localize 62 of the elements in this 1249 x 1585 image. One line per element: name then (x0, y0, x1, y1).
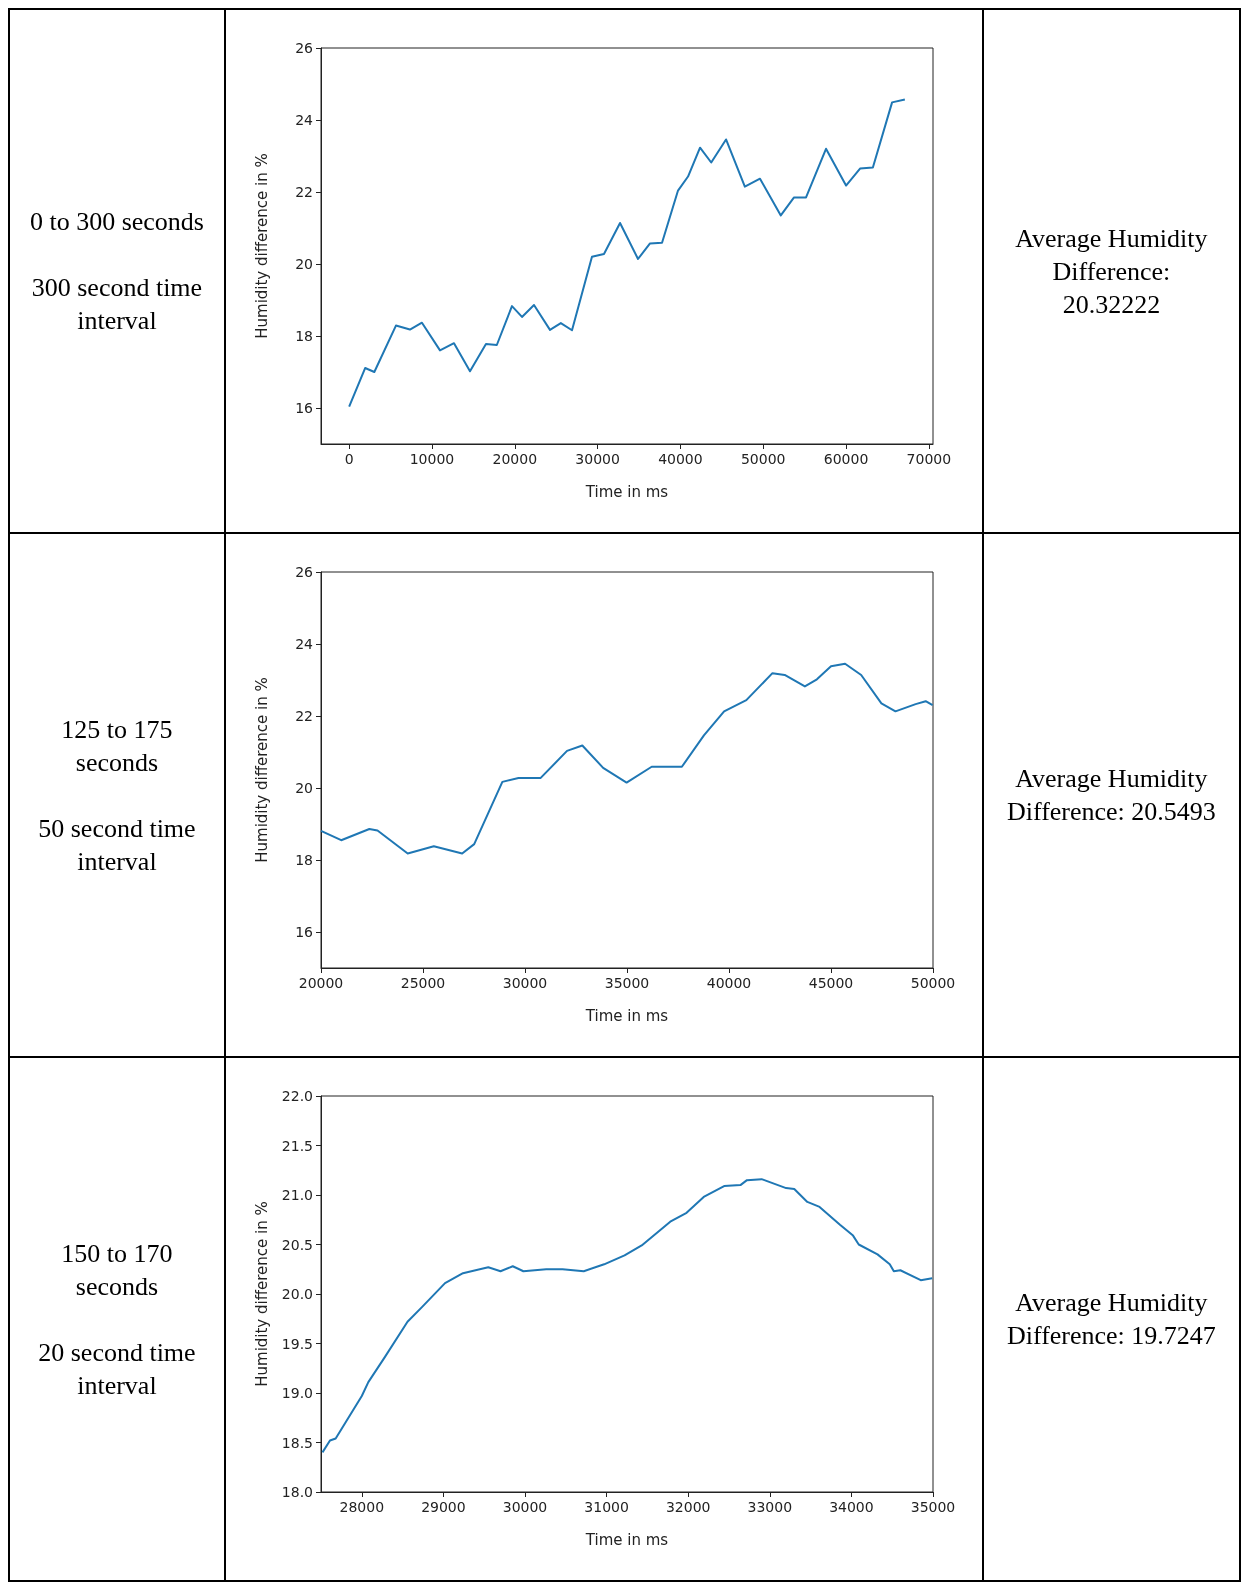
x-tick-label: 20000 (492, 451, 537, 467)
x-tick-label: 35000 (910, 1499, 956, 1515)
y-tick-label: 22 (295, 708, 313, 724)
y-axis-title: Humidity difference in % (252, 153, 271, 339)
x-tick-label: 33000 (747, 1499, 792, 1515)
x-tick-label: 25000 (400, 975, 446, 991)
y-tick-label: 19.0 (281, 1385, 313, 1401)
x-tick-label: 20000 (298, 975, 344, 991)
line-series (348, 98, 906, 408)
y-tick-label: 21.5 (281, 1137, 313, 1154)
y-tick-label: 26 (295, 564, 313, 580)
y-tick-label: 20 (295, 256, 313, 272)
x-tick-label: 0 (344, 451, 354, 467)
x-tick-label: 40000 (658, 451, 703, 467)
text: Average Humidity Difference: 20.5493 (1005, 763, 1217, 828)
line-series (321, 1178, 934, 1454)
text: 125 to 175 seconds (60, 713, 174, 779)
text: 300 second time interval (30, 272, 204, 337)
y-tick-label: 18.0 (281, 1484, 313, 1500)
x-axis-title: Time in ms (584, 482, 669, 501)
y-tick-label: 18 (295, 852, 313, 868)
x-tick-label: 30000 (575, 451, 620, 467)
y-tick-label: 20 (295, 780, 313, 796)
y-tick-label: 24 (295, 636, 313, 652)
text: 0 to 300 seconds (28, 206, 205, 238)
y-axis-title: Humidity difference in % (252, 1201, 271, 1387)
y-tick-label: 20.0 (281, 1286, 313, 1302)
x-tick-label: 45000 (808, 975, 854, 991)
y-tick-label: 26 (295, 40, 313, 56)
y-tick-label: 16 (295, 924, 313, 940)
y-tick-label: 18 (295, 328, 313, 344)
x-tick-label: 50000 (740, 451, 786, 467)
y-tick-label: 21.0 (281, 1187, 313, 1203)
line-series (319, 662, 934, 855)
text: 150 to 170 seconds (60, 1237, 174, 1303)
x-tick-label: 31000 (584, 1499, 629, 1515)
x-tick-label: 28000 (339, 1499, 384, 1515)
text: Average Humidity Difference: 20.32222 (1014, 222, 1209, 321)
x-tick-label: 29000 (420, 1499, 466, 1515)
text: 50 second time interval (37, 812, 197, 878)
x-tick-label: 32000 (665, 1499, 711, 1515)
x-tick-label: 50000 (910, 975, 956, 991)
y-tick-label: 20.5 (281, 1236, 313, 1253)
x-tick-label: 10000 (409, 451, 455, 467)
y-tick-label: 16 (295, 400, 313, 416)
y-tick-label: 19.5 (281, 1335, 313, 1352)
x-tick-label: 30000 (502, 975, 548, 991)
x-tick-label: 70000 (906, 451, 951, 467)
x-axis-title: Time in ms (584, 1006, 669, 1025)
x-tick-label: 40000 (706, 975, 752, 991)
y-tick-label: 18.5 (281, 1434, 313, 1451)
x-axis-title: Time in ms (584, 1530, 669, 1549)
x-tick-label: 34000 (828, 1499, 874, 1515)
x-tick-label: 30000 (502, 1499, 548, 1515)
y-axis-title: Humidity difference in % (252, 677, 271, 863)
text: Average Humidity Difference: 19.7247 (1005, 1287, 1217, 1352)
x-tick-label: 60000 (823, 451, 869, 467)
y-tick-label: 22.0 (281, 1088, 313, 1104)
y-tick-label: 22 (295, 184, 313, 200)
text: 20 second time interval (37, 1336, 197, 1402)
y-tick-label: 24 (295, 112, 313, 128)
x-tick-label: 35000 (604, 975, 650, 991)
